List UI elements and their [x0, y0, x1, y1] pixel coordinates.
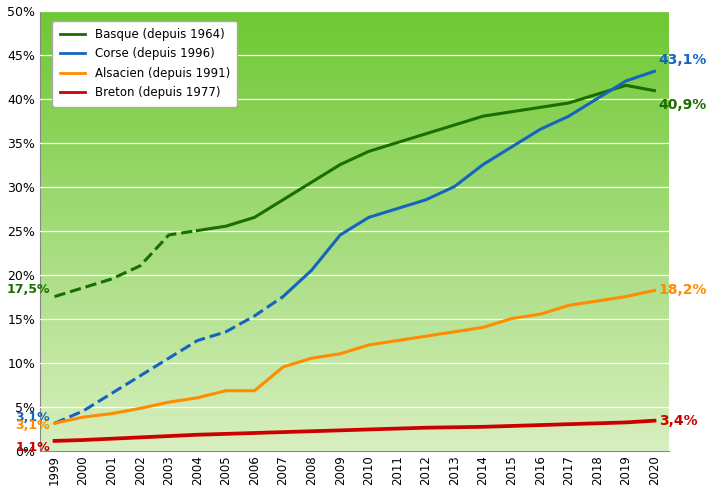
- Text: 1,1%: 1,1%: [16, 440, 50, 454]
- Text: 17,5%: 17,5%: [6, 283, 50, 296]
- Text: 18,2%: 18,2%: [659, 283, 708, 298]
- Text: 3,4%: 3,4%: [659, 413, 698, 428]
- Text: 43,1%: 43,1%: [659, 53, 707, 67]
- Text: 3,1%: 3,1%: [16, 419, 50, 433]
- Text: 40,9%: 40,9%: [659, 98, 707, 111]
- Legend: Basque (depuis 1964), Corse (depuis 1996), Alsacien (depuis 1991), Breton (depui: Basque (depuis 1964), Corse (depuis 1996…: [52, 21, 237, 107]
- Text: 3,1%: 3,1%: [16, 410, 50, 424]
